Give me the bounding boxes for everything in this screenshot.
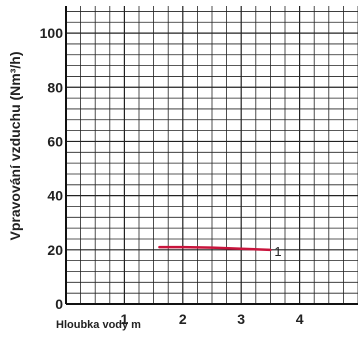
series-group: 1: [158, 244, 282, 259]
x-tick-label: 3: [237, 311, 245, 327]
series-label: 1: [274, 244, 281, 259]
x-tick-label: 1: [121, 311, 129, 327]
x-axis-title: Hloubka vody m: [56, 319, 141, 331]
y-tick-label: 100: [40, 25, 64, 41]
y-axis-title: Vpravování vzduchu (Nm³/h): [7, 51, 23, 240]
y-tick-label: 20: [47, 242, 63, 258]
y-tick-label: 40: [47, 188, 63, 204]
y-tick-label: 80: [47, 79, 63, 95]
x-tick-labels: 1 2 3 4: [121, 311, 304, 327]
x-tick-label: 2: [179, 311, 187, 327]
x-tick-label: 4: [296, 311, 304, 327]
y-tick-labels: 0 20 40 60 80 100: [40, 25, 64, 312]
y-tick-label: 0: [55, 296, 63, 312]
y-tick-label: 60: [47, 133, 63, 149]
series-line: [158, 245, 272, 252]
axes: [65, 6, 358, 305]
grid: [66, 6, 358, 305]
